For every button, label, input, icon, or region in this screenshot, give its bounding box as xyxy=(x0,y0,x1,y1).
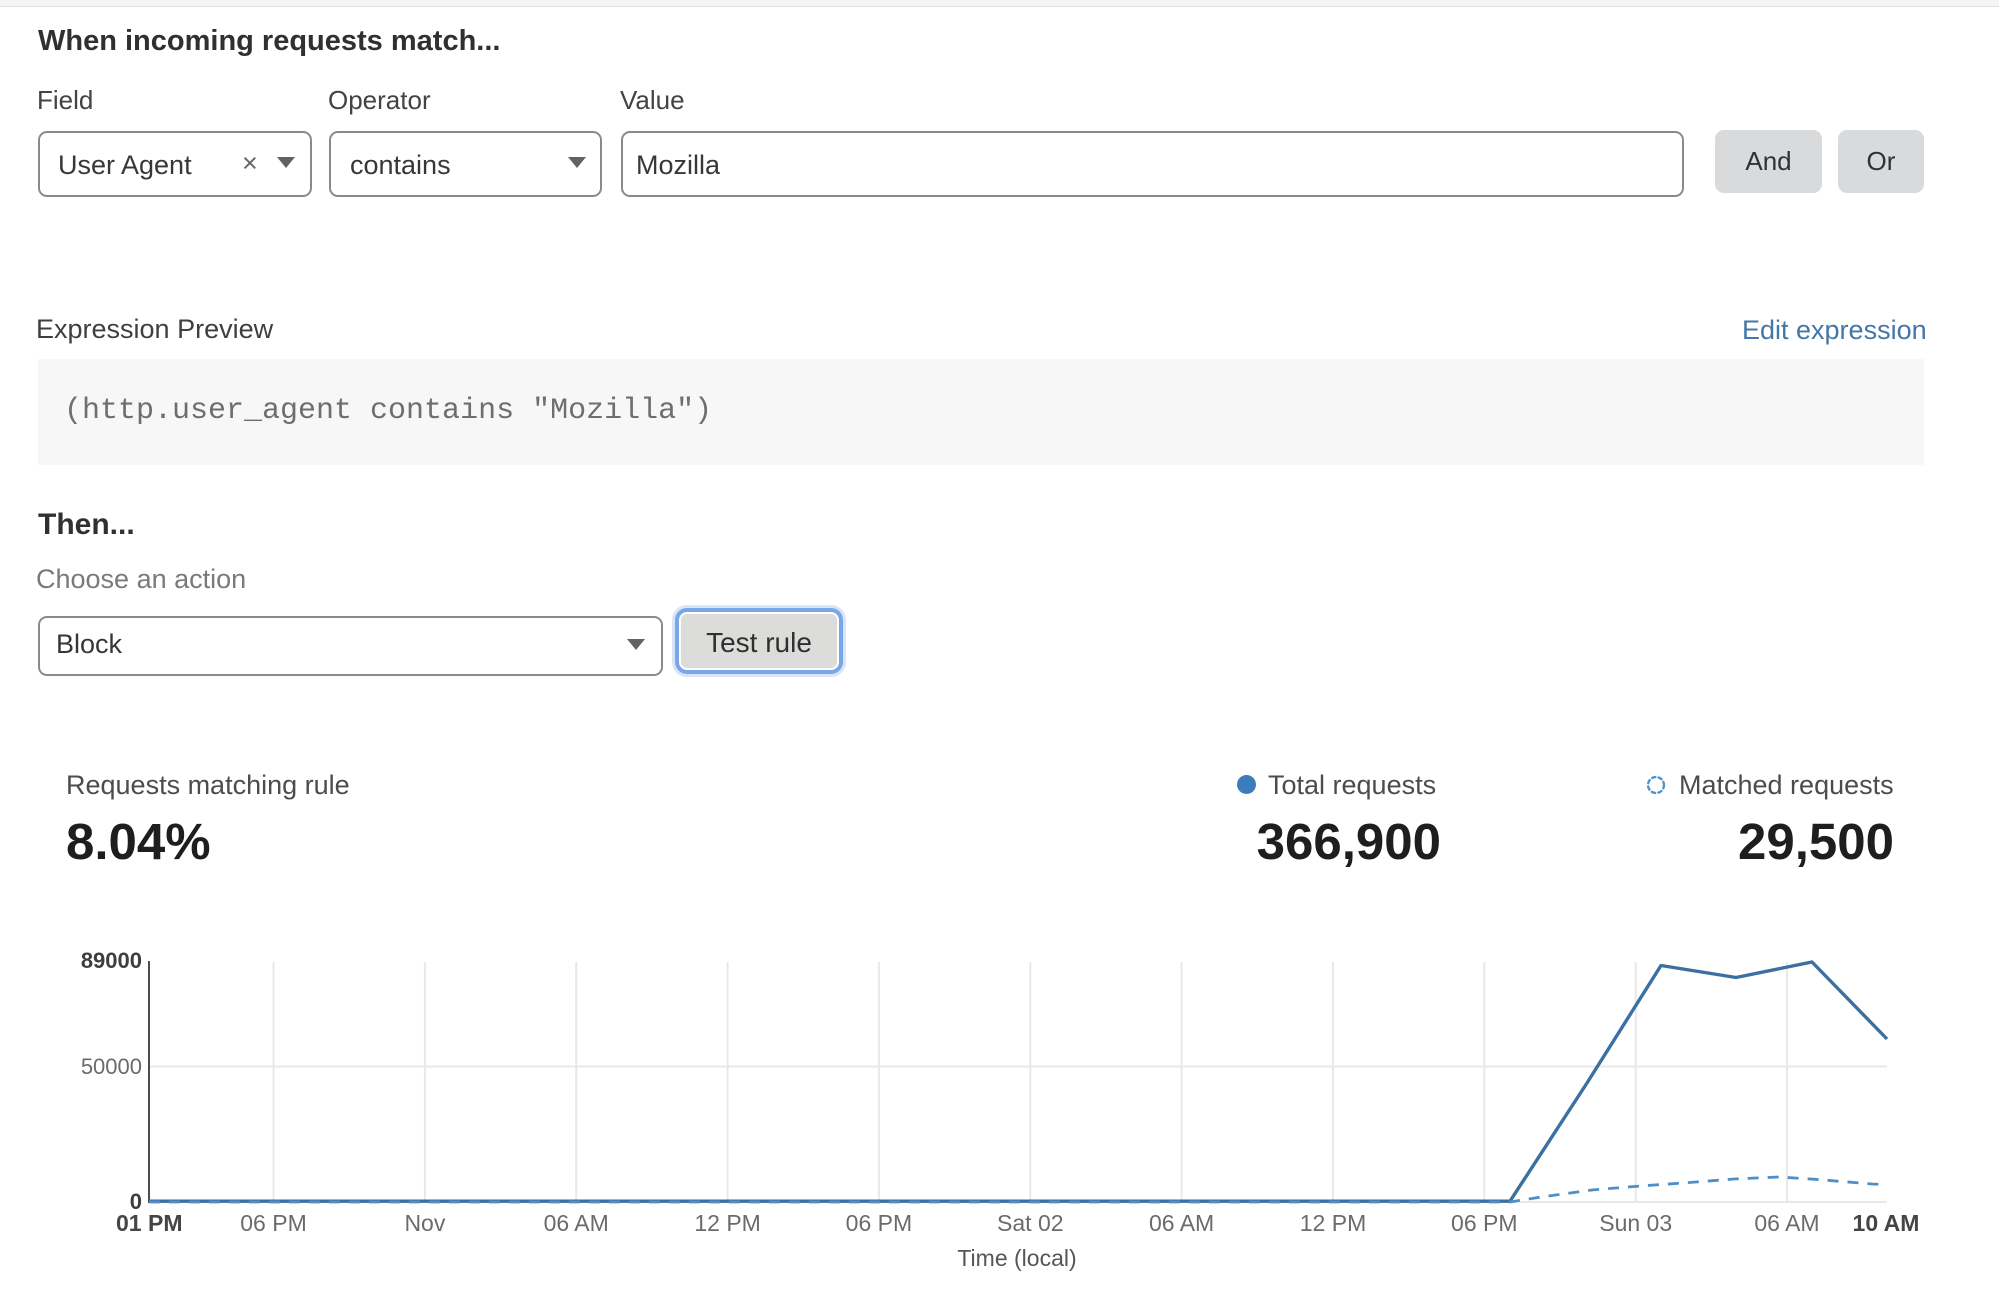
svg-text:06 AM: 06 AM xyxy=(544,1210,609,1236)
svg-text:Sat 02: Sat 02 xyxy=(997,1210,1064,1236)
svg-text:12 PM: 12 PM xyxy=(694,1210,760,1236)
svg-text:06 PM: 06 PM xyxy=(1451,1210,1517,1236)
svg-text:01 PM: 01 PM xyxy=(116,1210,182,1236)
svg-text:Sun 03: Sun 03 xyxy=(1599,1210,1672,1236)
svg-text:0: 0 xyxy=(130,1189,142,1214)
svg-text:06 AM: 06 AM xyxy=(1754,1210,1819,1236)
svg-text:06 AM: 06 AM xyxy=(1149,1210,1214,1236)
svg-text:06 PM: 06 PM xyxy=(240,1210,306,1236)
svg-text:89000: 89000 xyxy=(81,948,142,973)
svg-text:50000: 50000 xyxy=(81,1054,142,1079)
svg-text:10 AM: 10 AM xyxy=(1853,1210,1920,1236)
svg-text:12 PM: 12 PM xyxy=(1300,1210,1366,1236)
svg-text:06 PM: 06 PM xyxy=(846,1210,912,1236)
svg-text:Nov: Nov xyxy=(404,1210,445,1236)
svg-text:Time (local): Time (local) xyxy=(957,1245,1076,1271)
